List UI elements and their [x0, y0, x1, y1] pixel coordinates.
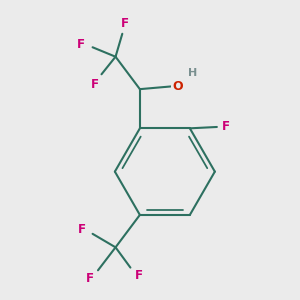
- Text: O: O: [172, 80, 183, 93]
- Text: F: F: [222, 121, 230, 134]
- Text: F: F: [78, 223, 86, 236]
- Text: F: F: [121, 17, 129, 30]
- Text: F: F: [135, 269, 143, 282]
- Text: F: F: [91, 78, 99, 91]
- Text: F: F: [77, 38, 85, 51]
- Text: H: H: [188, 68, 197, 78]
- Text: F: F: [86, 272, 94, 285]
